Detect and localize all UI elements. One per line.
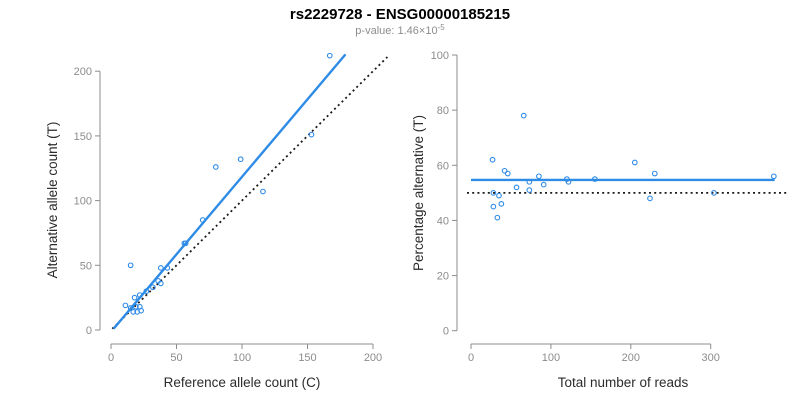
data-point [133,303,139,310]
x-tick-label: 100 [233,352,251,364]
x-tick-label: 50 [170,352,182,364]
data-point [199,217,206,223]
data-point [770,173,777,180]
left-scatter-plot: 0 50 100 150 200 0 50 100 150 200 [74,52,389,364]
identity-line [111,56,389,330]
y-tick-label: 40 [437,215,449,227]
y-tick-label: 100 [74,196,92,208]
data-point [490,190,497,196]
data-point [520,112,527,119]
data-point [138,307,144,314]
data-point [489,156,496,163]
y-tick-label: 50 [80,260,92,272]
left-plot-x-axis-label: Reference allele count (C) [164,375,321,390]
p-value-exponent: -5 [438,23,446,32]
x-tick-label: 150 [298,352,316,364]
data-point [536,173,542,180]
data-point [526,187,533,193]
x-tick-label: 200 [622,352,640,364]
data-point [631,159,638,166]
data-point [212,164,219,170]
y-tick-label: 0 [86,325,92,337]
data-point [237,156,244,163]
data-point [526,178,533,185]
data-point [164,265,171,271]
y-tick-label: 60 [437,160,449,172]
data-point [143,288,150,295]
p-value-text: p-value: 1.46×10 [355,25,437,37]
right-plot-y-axis-label: Percentage alternative (T) [411,115,426,271]
data-point [127,262,134,269]
data-point [494,214,501,221]
data-point [157,280,164,287]
data-point [647,195,653,202]
y-tick-label: 20 [437,271,449,283]
x-tick-label: 0 [468,352,474,364]
data-point [136,292,143,298]
data-point [711,190,717,196]
data-point [326,52,333,59]
y-tick-label: 200 [74,66,92,78]
y-tick-label: 80 [437,105,449,117]
x-tick-label: 0 [108,352,114,364]
regression-line [112,53,347,330]
right-scatter-plot: 0 20 40 60 80 100 0 100 200 300 [431,50,787,364]
data-point [260,188,266,195]
data-point [496,192,502,199]
data-point [157,265,164,271]
p-value-subtitle: p-value: 1.46×10-5 [355,23,445,37]
data-point [150,284,156,291]
data-point [131,294,138,301]
x-tick-label: 300 [702,352,720,364]
data-point [501,167,508,174]
y-tick-label: 0 [443,326,449,338]
data-point [130,309,137,315]
data-point [651,170,658,177]
right-plot-x-axis-label: Total number of reads [558,375,689,390]
data-point [182,240,189,247]
data-point [498,201,505,207]
data-point [127,305,134,311]
data-point [308,131,315,138]
data-point [513,184,520,191]
y-tick-label: 150 [74,131,92,143]
data-point [490,203,497,210]
data-point [565,178,572,185]
data-point [504,170,511,177]
y-tick-label: 100 [431,50,449,62]
data-point [591,176,598,182]
data-point [540,181,547,188]
left-plot-y-axis-label: Alternative allele count (T) [45,122,60,279]
x-tick-label: 100 [542,352,560,364]
data-point [122,302,129,309]
x-tick-label: 200 [364,352,382,364]
plot-title: rs2229728 - ENSG00000185215 [290,6,510,23]
